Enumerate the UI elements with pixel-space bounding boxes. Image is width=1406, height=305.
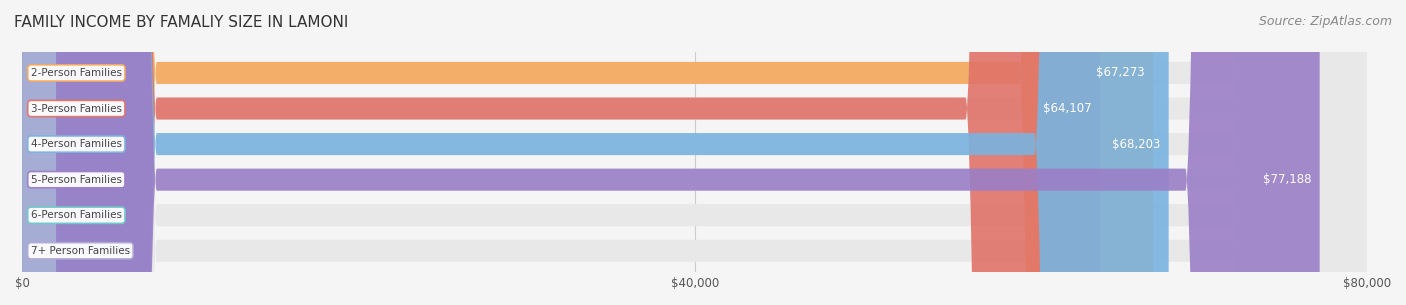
FancyBboxPatch shape xyxy=(22,0,1367,305)
FancyBboxPatch shape xyxy=(22,0,1367,305)
FancyBboxPatch shape xyxy=(22,0,1168,305)
Text: $0: $0 xyxy=(65,209,79,222)
Text: $68,203: $68,203 xyxy=(1112,138,1160,151)
FancyBboxPatch shape xyxy=(22,0,1099,305)
FancyBboxPatch shape xyxy=(22,0,1367,305)
Text: 6-Person Families: 6-Person Families xyxy=(31,210,122,220)
FancyBboxPatch shape xyxy=(22,0,1320,305)
FancyBboxPatch shape xyxy=(22,0,1367,305)
Text: $64,107: $64,107 xyxy=(1043,102,1091,115)
Text: 5-Person Families: 5-Person Families xyxy=(31,175,122,185)
Text: 7+ Person Families: 7+ Person Families xyxy=(31,246,129,256)
Text: 2-Person Families: 2-Person Families xyxy=(31,68,122,78)
Text: FAMILY INCOME BY FAMALIY SIZE IN LAMONI: FAMILY INCOME BY FAMALIY SIZE IN LAMONI xyxy=(14,15,349,30)
Text: $77,188: $77,188 xyxy=(1263,173,1312,186)
Text: 4-Person Families: 4-Person Families xyxy=(31,139,122,149)
Text: $0: $0 xyxy=(65,244,79,257)
FancyBboxPatch shape xyxy=(22,0,1153,305)
FancyBboxPatch shape xyxy=(22,0,1367,305)
Text: $67,273: $67,273 xyxy=(1097,66,1144,79)
Text: 3-Person Families: 3-Person Families xyxy=(31,103,122,113)
FancyBboxPatch shape xyxy=(22,0,56,305)
Text: Source: ZipAtlas.com: Source: ZipAtlas.com xyxy=(1258,15,1392,28)
FancyBboxPatch shape xyxy=(22,0,56,305)
FancyBboxPatch shape xyxy=(22,0,1367,305)
